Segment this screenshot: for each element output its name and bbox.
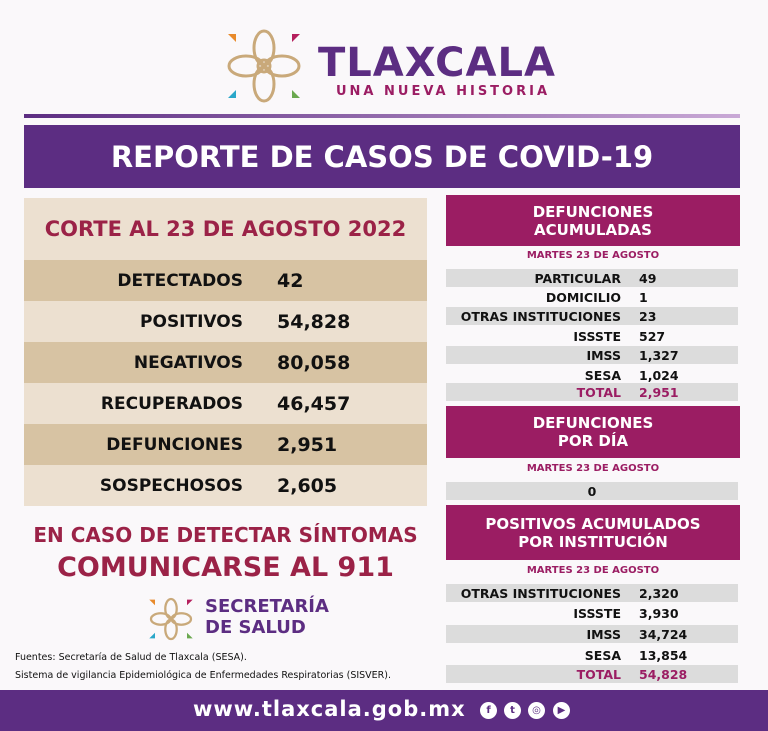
daily-date: MARTES 23 DE AGOSTO	[526, 463, 660, 474]
footer-bar	[0, 690, 768, 731]
youtube-icon[interactable]: ▶	[553, 702, 570, 719]
daily-value: 0	[587, 483, 597, 499]
row-label: NEGATIVOS	[133, 352, 243, 373]
row-value: 2,320	[639, 585, 679, 601]
table-row: NEGATIVOS 80,058	[24, 342, 427, 383]
deaths-header: DEFUNCIONES ACUMULADAS	[446, 195, 740, 246]
row-value: 49	[639, 270, 657, 286]
table-row: SOSPECHOSOS 2,605	[24, 465, 427, 506]
table-row: IMSS 34,724	[446, 625, 738, 643]
secretaria-flower-logo	[149, 597, 193, 641]
row-label: SESA	[584, 367, 621, 383]
row-value: 2,951	[639, 384, 679, 400]
table-row: SESA 1,024	[446, 366, 738, 384]
secretaria-line-2: DE SALUD	[205, 617, 306, 638]
callout-line-1: EN CASO DE DETECTAR SÍNTOMAS	[33, 523, 418, 547]
table-row: ISSSTE 527	[446, 327, 738, 345]
table-row: DOMICILIO 1	[446, 288, 738, 306]
row-value: 2,951	[277, 433, 338, 456]
row-value: 23	[639, 308, 657, 324]
row-value: 54,828	[277, 310, 351, 333]
summary-table: CORTE AL 23 DE AGOSTO 2022 DETECTADOS 42 …	[24, 198, 427, 506]
row-label: PARTICULAR	[534, 270, 621, 286]
table-row: DETECTADOS 42	[24, 260, 427, 301]
row-label: SESA	[584, 647, 621, 663]
row-label: SOSPECHOSOS	[99, 475, 243, 496]
daily-title-1: DEFUNCIONES	[532, 414, 654, 432]
row-value: 527	[639, 328, 666, 344]
row-label: ISSSTE	[573, 328, 621, 344]
row-value: 46,457	[277, 392, 351, 415]
tlaxcala-flower-logo	[227, 29, 301, 103]
row-value: 13,854	[639, 647, 688, 663]
secretaria-line-1: SECRETARÍA	[205, 596, 329, 617]
daily-title-2: POR DÍA	[557, 432, 629, 450]
total-row: TOTAL 54,828	[446, 665, 738, 683]
row-value: 80,058	[277, 351, 351, 374]
callout-line-2: COMUNICARSE AL 911	[57, 552, 394, 583]
brand-title: TLAXCALA	[318, 40, 556, 86]
cut-date: CORTE AL 23 DE AGOSTO 2022	[24, 198, 427, 260]
table-row: IMSS 1,327	[446, 346, 738, 364]
row-label: OTRAS INSTITUCIONES	[460, 308, 621, 324]
table-row: PARTICULAR 49	[446, 269, 738, 287]
row-label: IMSS	[586, 347, 621, 363]
sources-line-1: Fuentes: Secretaría de Salud de Tlaxcala…	[15, 652, 247, 663]
table-row: OTRAS INSTITUCIONES 23	[446, 307, 738, 325]
row-value: 2,605	[277, 474, 338, 497]
row-value: 34,724	[639, 626, 688, 642]
daily-value-row: 0	[446, 482, 738, 500]
positives-title-2: POR INSTITUCIÓN	[518, 532, 668, 551]
row-label: ISSSTE	[573, 605, 621, 621]
row-label: OTRAS INSTITUCIONES	[460, 585, 621, 601]
instagram-icon[interactable]: ◎	[528, 702, 545, 719]
row-label: IMSS	[586, 626, 621, 642]
table-row: SESA 13,854	[446, 646, 738, 664]
table-row: OTRAS INSTITUCIONES 2,320	[446, 584, 738, 602]
brand-tagline: UNA NUEVA HISTORIA	[336, 84, 551, 99]
row-label: DOMICILIO	[545, 289, 621, 305]
row-label: DEFUNCIONES	[106, 434, 243, 455]
deaths-title-1: DEFUNCIONES	[532, 202, 654, 221]
row-value: 1	[639, 289, 648, 305]
row-label: TOTAL	[576, 384, 621, 400]
positives-title-1: POSITIVOS ACUMULADOS	[485, 514, 701, 533]
row-label: TOTAL	[576, 666, 621, 682]
positives-header: POSITIVOS ACUMULADOS POR INSTITUCIÓN	[446, 505, 740, 560]
website-link[interactable]: www.tlaxcala.gob.mx	[193, 697, 466, 721]
row-value: 42	[277, 269, 304, 292]
divider	[24, 114, 740, 118]
table-row: ISSSTE 3,930	[446, 604, 738, 622]
table-row: RECUPERADOS 46,457	[24, 383, 427, 424]
row-value: 1,024	[639, 367, 679, 383]
row-value: 3,930	[639, 605, 679, 621]
daily-header: DEFUNCIONES POR DÍA	[446, 406, 740, 458]
row-value: 1,327	[639, 347, 679, 363]
twitter-icon[interactable]: t	[504, 702, 521, 719]
secretaria-title: SECRETARÍA DE SALUD	[205, 596, 329, 638]
sources-line-2: Sistema de vigilancia Epidemiológica de …	[15, 670, 392, 681]
row-label: RECUPERADOS	[100, 393, 243, 414]
table-row: DEFUNCIONES 2,951	[24, 424, 427, 465]
deaths-title-2: ACUMULADAS	[534, 220, 652, 239]
facebook-icon[interactable]: f	[480, 702, 497, 719]
table-row: POSITIVOS 54,828	[24, 301, 427, 342]
row-value: 54,828	[639, 666, 688, 682]
row-label: POSITIVOS	[140, 311, 243, 332]
row-label: DETECTADOS	[117, 270, 243, 291]
total-row: TOTAL 2,951	[446, 383, 738, 401]
deaths-date: MARTES 23 DE AGOSTO	[526, 250, 660, 261]
report-title: REPORTE DE CASOS DE COVID-19	[24, 125, 740, 188]
positives-date: MARTES 23 DE AGOSTO	[526, 565, 660, 576]
